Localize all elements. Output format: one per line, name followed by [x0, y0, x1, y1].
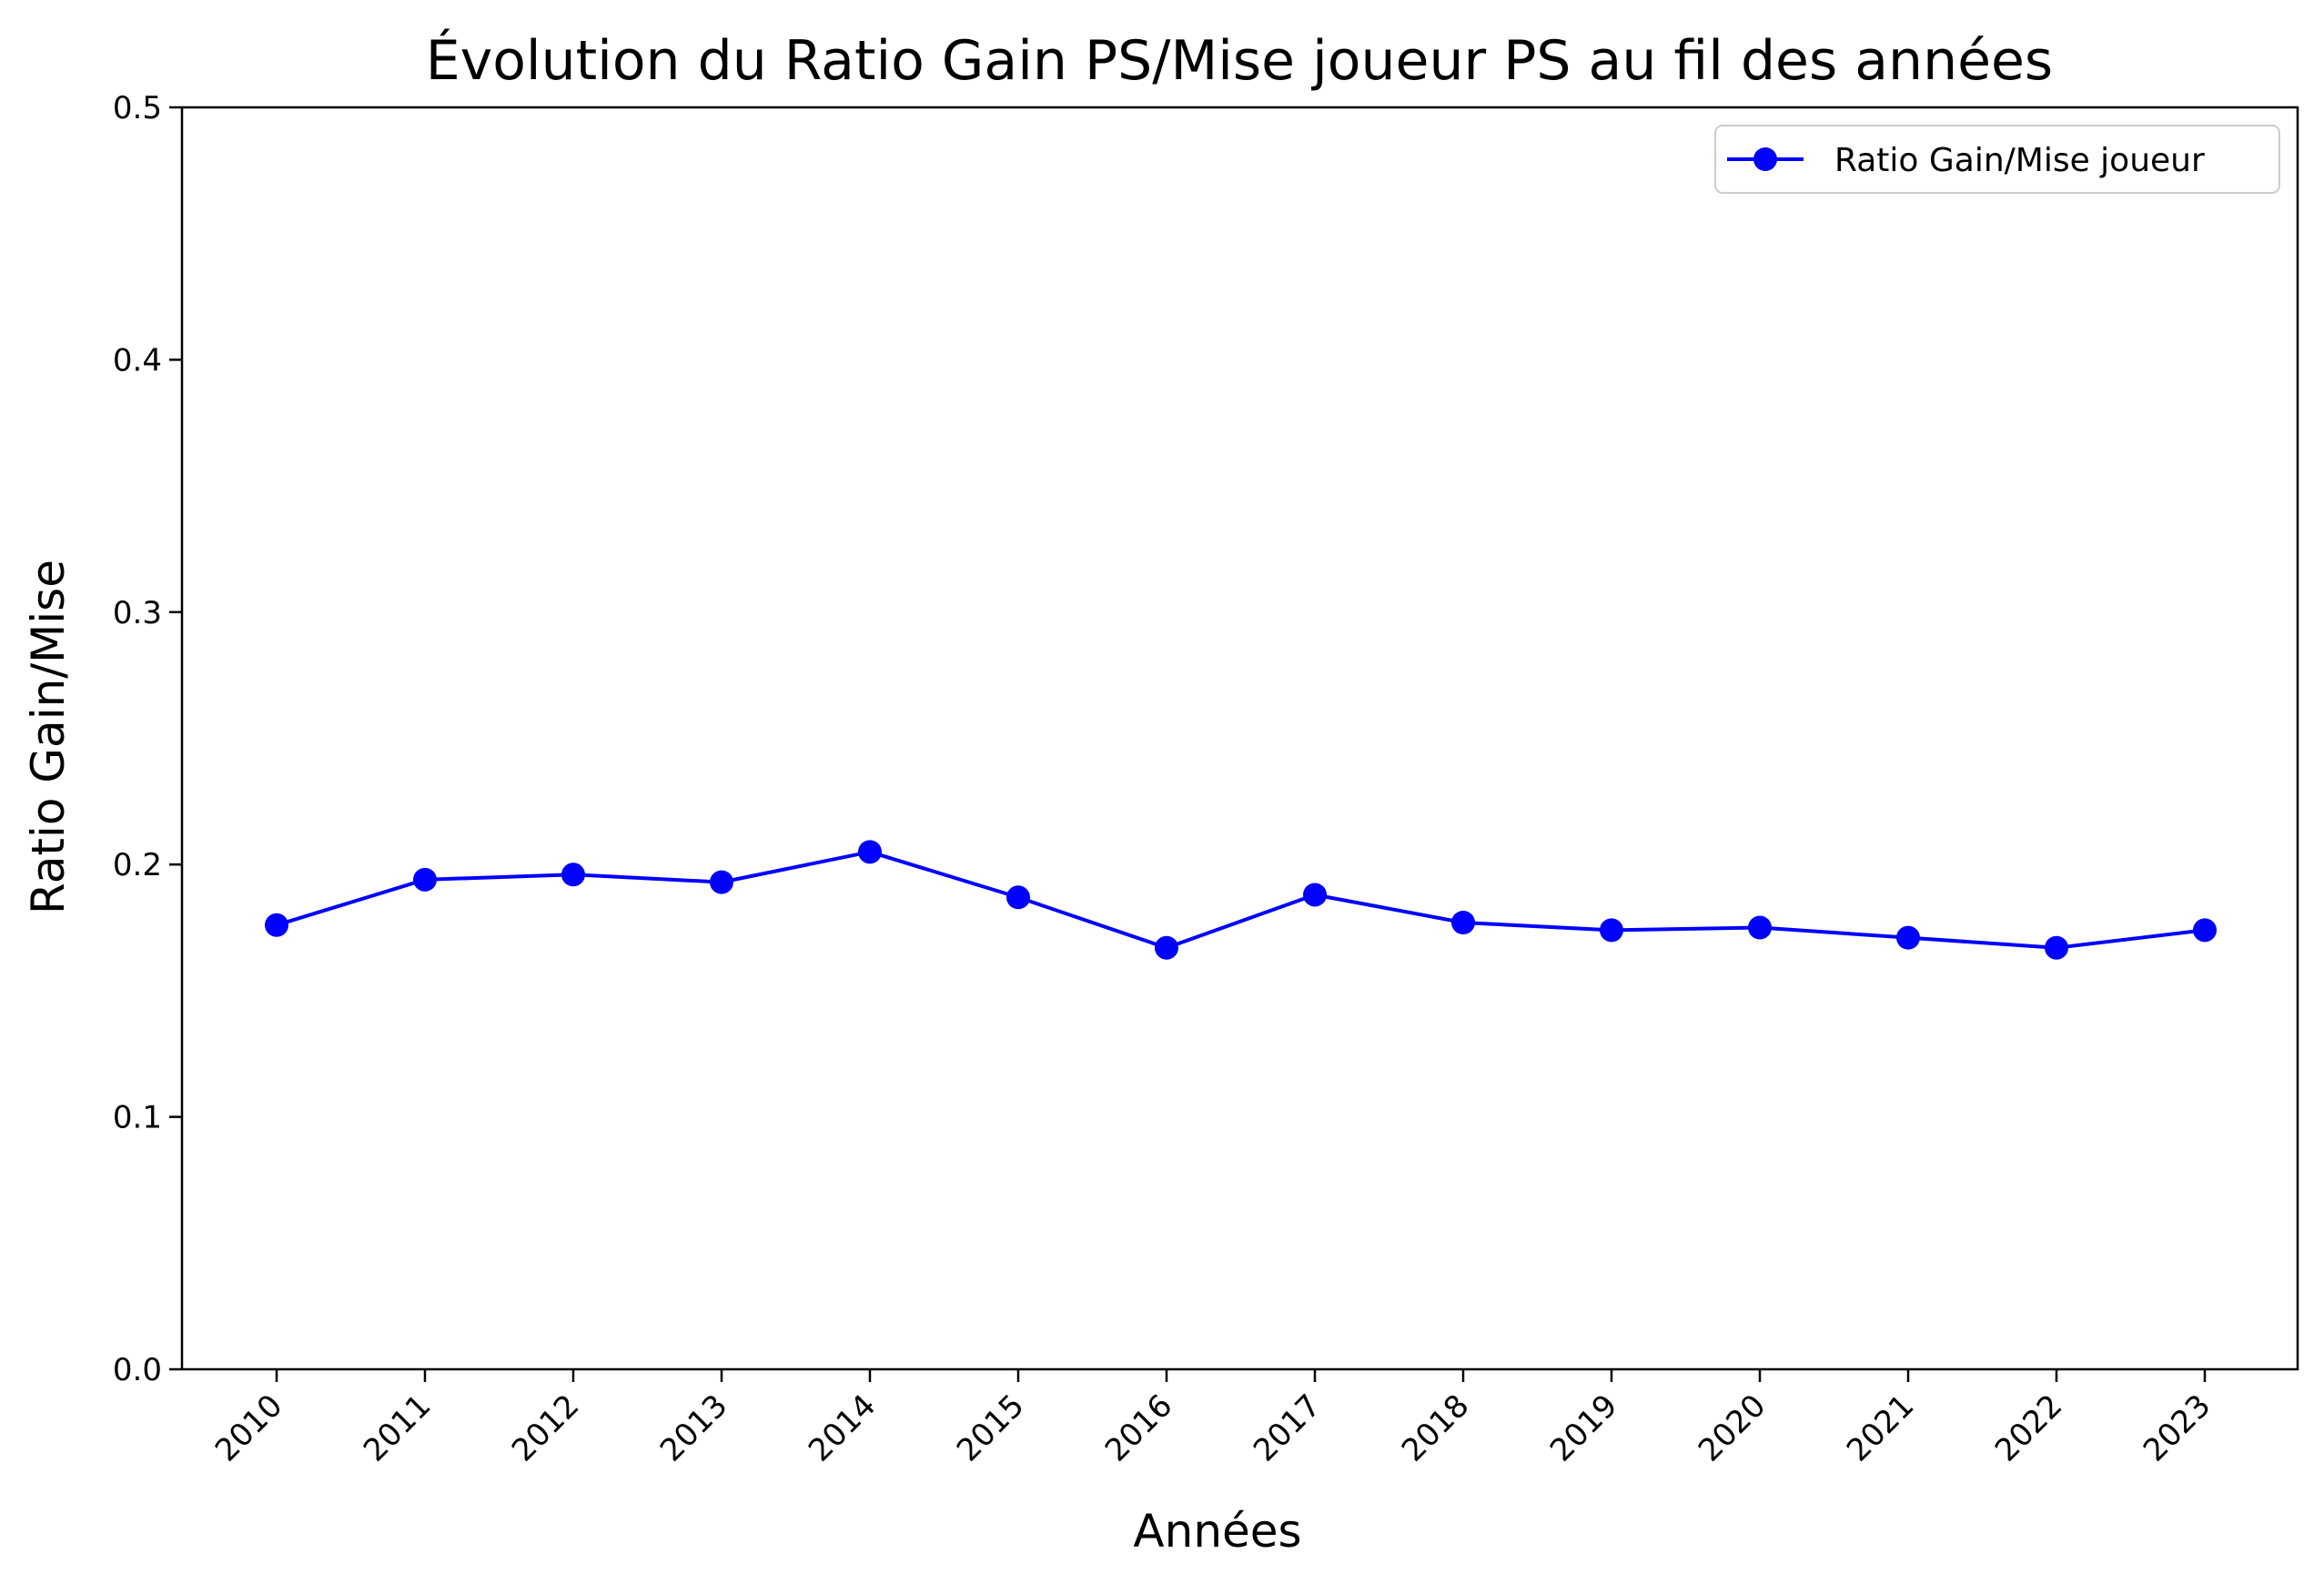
- data-point: [2045, 935, 2068, 960]
- chart-title: Évolution du Ratio Gain PS/Mise joueur P…: [426, 27, 2053, 93]
- data-point: [1748, 915, 1772, 940]
- series-layer: [265, 840, 2217, 960]
- data-point: [858, 840, 882, 864]
- plot-frame: [180, 106, 2299, 1371]
- data-point: [1896, 925, 1920, 950]
- y-axis-label: Ratio Gain/Mise: [22, 560, 75, 914]
- data-point: [561, 863, 585, 887]
- legend: Ratio Gain/Mise joueur: [1714, 125, 2280, 194]
- data-point: [1006, 885, 1030, 910]
- data-point: [1303, 883, 1327, 907]
- data-point: [413, 867, 437, 892]
- data-point: [710, 870, 733, 894]
- x-axis-label: Années: [1133, 1505, 1301, 1558]
- y-tick-label: 0.4: [113, 342, 162, 378]
- y-axis-ticks: 0.0 0.1 0.2 0.3 0.4 0.5: [113, 90, 182, 1388]
- y-tick-label: 0.1: [113, 1100, 162, 1136]
- data-point: [1451, 911, 1475, 935]
- y-tick-label: 0.0: [113, 1352, 162, 1388]
- y-tick-label: 0.5: [113, 90, 162, 126]
- series-line: [276, 850, 2206, 950]
- data-point: [265, 913, 288, 937]
- y-tick-label: 0.2: [113, 847, 162, 883]
- legend-box: [1714, 125, 2280, 194]
- legend-marker-swatch: [1753, 147, 1777, 171]
- data-point: [2193, 918, 2217, 943]
- data-point: [1155, 935, 1178, 960]
- data-point: [1600, 918, 1623, 943]
- y-tick-label: 0.3: [113, 595, 162, 631]
- legend-label: Ratio Gain/Mise joueur: [1834, 142, 2205, 179]
